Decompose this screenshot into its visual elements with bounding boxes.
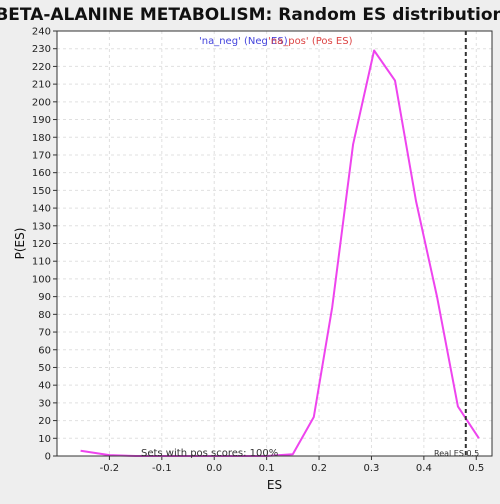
x-tick-label: -0.2 [100,463,120,474]
y-tick-label: 50 [38,363,51,374]
real-es-label: Real ES 0.5 [434,449,479,458]
y-tick-label: 220 [32,62,51,73]
y-tick-label: 230 [32,44,51,55]
y-tick-label: 30 [38,398,51,409]
x-tick-label: 0.2 [311,463,327,474]
x-axis-label: ES [267,478,282,492]
x-tick-label: -0.1 [152,463,172,474]
y-tick-label: 130 [32,221,51,232]
y-tick-label: 20 [38,416,51,427]
pos-es-label: 'na_pos' (Pos ES) [268,36,353,47]
y-tick-label: 10 [38,434,51,445]
y-tick-label: 60 [38,345,51,356]
chart-title: BETA-ALANINE METABOLISM: Random ES distr… [0,5,500,25]
x-tick-label: 0.3 [364,463,380,474]
y-tick-label: 120 [32,239,51,250]
y-tick-label: 140 [32,204,51,215]
y-tick-label: 160 [32,168,51,179]
y-tick-label: 80 [38,310,51,321]
y-tick-label: 180 [32,133,51,144]
sets-pos-scores-label: Sets with pos scores: 100% [141,448,278,459]
y-tick-label: 100 [32,274,51,285]
y-tick-label: 210 [32,80,51,91]
x-tick-label: 0.4 [416,463,432,474]
y-tick-label: 200 [32,97,51,108]
y-tick-label: 0 [45,452,51,463]
x-tick-label: 0.1 [259,463,275,474]
y-tick-label: 170 [32,150,51,161]
y-tick-label: 190 [32,115,51,126]
y-axis-label: P(ES) [13,228,27,260]
y-tick-label: 150 [32,186,51,197]
y-tick-label: 40 [38,381,51,392]
y-tick-label: 240 [32,27,51,38]
x-tick-label: 0.0 [206,463,222,474]
x-tick-label: 0.5 [468,463,484,474]
y-tick-label: 90 [38,292,51,303]
y-axis-ticks: 0 10 20 30 40 50 60 70 80 90 100 110 120 130 140 150 160… [32,27,57,463]
y-tick-label: 110 [32,257,51,268]
y-tick-label: 70 [38,328,51,339]
